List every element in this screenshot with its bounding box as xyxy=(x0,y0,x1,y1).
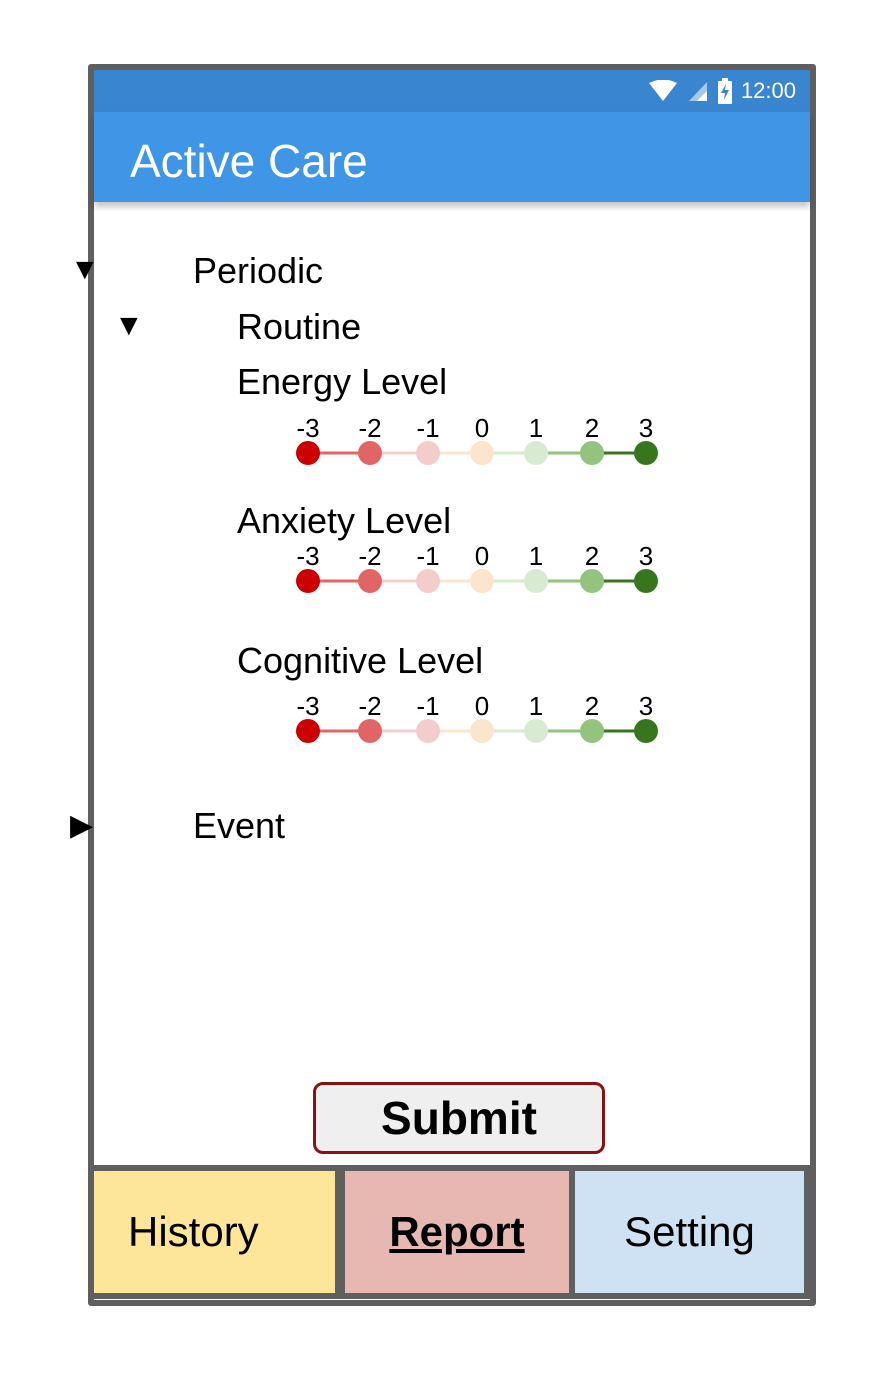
scale-tick-label: 1 xyxy=(529,541,543,571)
scale-option-dot[interactable] xyxy=(524,441,548,465)
tab-history[interactable]: History xyxy=(88,1165,341,1299)
scale-option-dot[interactable] xyxy=(416,441,440,465)
scale-tick-label: 2 xyxy=(585,541,599,571)
app-title: Active Care xyxy=(130,135,368,187)
wifi-icon xyxy=(648,80,677,101)
anxiety-level-scale[interactable]: -3 -2 -1 0 1 2 3 xyxy=(290,541,660,601)
signal-icon xyxy=(688,82,707,101)
scale-tick-label: -2 xyxy=(358,691,381,721)
scale-tick-label: 3 xyxy=(639,541,653,571)
scale-tick-label: 3 xyxy=(639,413,653,443)
tab-setting[interactable]: Setting xyxy=(569,1165,810,1299)
scale-option-dot[interactable] xyxy=(470,441,494,465)
scale-tick-label: -3 xyxy=(296,413,319,443)
scale-tick-label: 3 xyxy=(639,691,653,721)
scale-tick-label: -1 xyxy=(416,413,439,443)
energy-level-scale[interactable]: -3 -2 -1 0 1 2 3 xyxy=(290,413,660,473)
app-bar: Active Care xyxy=(94,112,810,202)
scale-option-dot[interactable] xyxy=(296,441,320,465)
scale-option-dot[interactable] xyxy=(634,569,658,593)
scale-option-dot[interactable] xyxy=(358,569,382,593)
scale-tick-label: -2 xyxy=(358,541,381,571)
scale-tick-label: 1 xyxy=(529,413,543,443)
tree-item-routine[interactable]: Routine xyxy=(237,306,362,347)
submit-button[interactable]: Submit xyxy=(313,1082,605,1154)
status-time: 12:00 xyxy=(740,78,796,103)
bottom-tab-bar: History Report Setting xyxy=(88,1165,810,1299)
scale-option-dot[interactable] xyxy=(634,719,658,743)
scale-option-dot[interactable] xyxy=(358,719,382,743)
rating-scale-graphic: -3 -2 -1 0 1 2 3 xyxy=(296,541,658,593)
scale-option-dot[interactable] xyxy=(296,569,320,593)
scale-tick-label: 2 xyxy=(585,413,599,443)
scale-tick-label: 0 xyxy=(475,691,489,721)
scale-option-dot[interactable] xyxy=(580,719,604,743)
cognitive-level-scale[interactable]: -3 -2 -1 0 1 2 3 xyxy=(290,691,660,751)
battery-charging-icon xyxy=(717,78,732,104)
tree-item-event[interactable]: Event xyxy=(193,805,286,846)
scale-option-dot[interactable] xyxy=(470,719,494,743)
scale-option-dot[interactable] xyxy=(634,441,658,465)
status-icons: 12:00 xyxy=(647,78,796,104)
scale-option-dot[interactable] xyxy=(416,719,440,743)
metric-label-energy: Energy Level xyxy=(237,361,448,402)
scale-option-dot[interactable] xyxy=(580,569,604,593)
rating-scale-graphic: -3 -2 -1 0 1 2 3 xyxy=(296,413,658,465)
scale-option-dot[interactable] xyxy=(358,441,382,465)
metric-label-cognitive: Cognitive Level xyxy=(237,640,484,681)
scale-option-dot[interactable] xyxy=(416,569,440,593)
scale-option-dot[interactable] xyxy=(470,569,494,593)
rating-scale-graphic: -3 -2 -1 0 1 2 3 xyxy=(296,691,658,743)
scale-option-dot[interactable] xyxy=(580,441,604,465)
scale-tick-label: 0 xyxy=(475,541,489,571)
scale-tick-label: -1 xyxy=(416,541,439,571)
status-bar: 12:00 xyxy=(94,70,810,112)
scale-tick-label: 2 xyxy=(585,691,599,721)
tree-item-periodic[interactable]: Periodic xyxy=(193,250,324,291)
scale-option-dot[interactable] xyxy=(524,719,548,743)
scale-tick-label: 0 xyxy=(475,413,489,443)
periodic-expand-caret-icon[interactable]: ▼ xyxy=(70,253,100,286)
scale-tick-label: -3 xyxy=(296,541,319,571)
event-expand-caret-icon[interactable]: ▶ xyxy=(70,809,94,842)
routine-expand-caret-icon[interactable]: ▼ xyxy=(114,309,144,342)
metric-label-anxiety: Anxiety Level xyxy=(237,500,452,541)
scale-tick-label: 1 xyxy=(529,691,543,721)
tab-report-label: Report xyxy=(389,1208,525,1255)
tab-setting-label: Setting xyxy=(624,1208,755,1255)
scale-option-dot[interactable] xyxy=(296,719,320,743)
scale-tick-label: -2 xyxy=(358,413,381,443)
scale-tick-label: -1 xyxy=(416,691,439,721)
tab-history-label: History xyxy=(128,1208,259,1255)
tab-report[interactable]: Report xyxy=(339,1165,575,1299)
scale-tick-label: -3 xyxy=(296,691,319,721)
scale-option-dot[interactable] xyxy=(524,569,548,593)
